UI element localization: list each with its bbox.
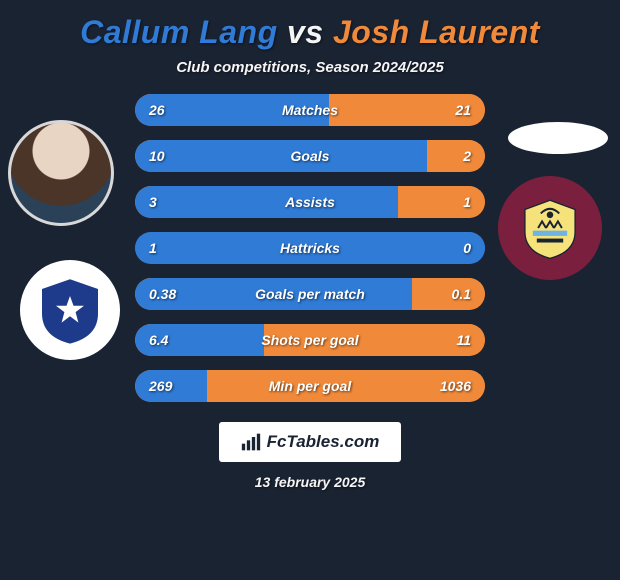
brand-logo: FcTables.com — [219, 422, 402, 462]
stat-row: 10Hattricks — [135, 232, 485, 264]
comparison-card: Callum Lang vs Josh Laurent Club competi… — [0, 0, 620, 490]
stat-row: 0.380.1Goals per match — [135, 278, 485, 310]
portsmouth-icon — [35, 275, 105, 345]
stat-bars: 2621Matches 102Goals 31Assists 10Hattricks 0… — [135, 94, 485, 402]
stat-label: Goals — [135, 148, 485, 164]
stat-row: 6.411Shots per goal — [135, 324, 485, 356]
stat-label: Goals per match — [135, 286, 485, 302]
stat-label: Matches — [135, 102, 485, 118]
stat-label: Min per goal — [135, 378, 485, 394]
subtitle: Club competitions, Season 2024/2025 — [176, 59, 444, 76]
stat-row: 102Goals — [135, 140, 485, 172]
player1-avatar — [8, 120, 114, 226]
player1-name: Callum Lang — [80, 14, 278, 50]
stat-row: 2621Matches — [135, 94, 485, 126]
vs-text: vs — [287, 14, 324, 50]
stat-row: 2691036Min per goal — [135, 370, 485, 402]
stat-label: Shots per goal — [135, 332, 485, 348]
player2-name: Josh Laurent — [333, 14, 540, 50]
comparison-title: Callum Lang vs Josh Laurent — [80, 14, 540, 51]
date-text: 13 february 2025 — [255, 474, 366, 490]
burnley-icon — [517, 195, 583, 261]
player1-club-badge — [20, 260, 120, 360]
brand-text: FcTables.com — [267, 432, 380, 452]
player2-avatar — [508, 122, 608, 154]
stat-row: 31Assists — [135, 186, 485, 218]
footer: FcTables.com 13 february 2025 — [219, 422, 402, 490]
stat-label: Hattricks — [135, 240, 485, 256]
chart-icon — [241, 433, 261, 451]
player2-club-badge — [498, 176, 602, 280]
stat-label: Assists — [135, 194, 485, 210]
